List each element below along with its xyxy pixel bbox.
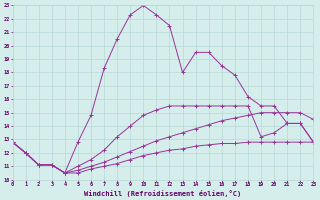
X-axis label: Windchill (Refroidissement éolien,°C): Windchill (Refroidissement éolien,°C) [84, 190, 242, 197]
